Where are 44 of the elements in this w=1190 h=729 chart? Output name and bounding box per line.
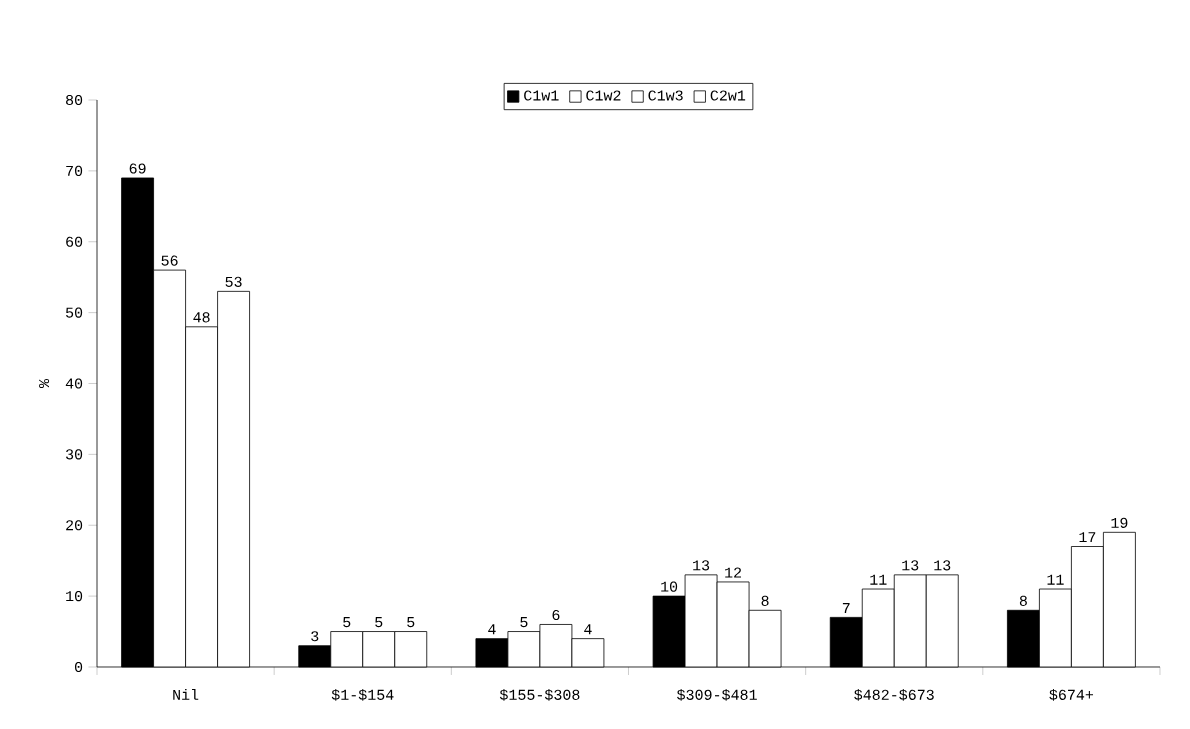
data-label: 7 — [842, 603, 850, 613]
y-axis-title: % — [39, 378, 50, 388]
data-label: 3 — [311, 631, 319, 642]
x-tick-label: $309-$481 — [677, 688, 757, 701]
data-label: 69 — [129, 163, 146, 174]
y-tick-label: 0 — [74, 661, 83, 673]
y-tick-label: 30 — [66, 449, 83, 460]
data-label: 19 — [1111, 517, 1128, 528]
data-label: 13 — [693, 560, 710, 571]
y-tick-label: 50 — [66, 307, 83, 318]
x-tick-label: $674+ — [1049, 688, 1094, 701]
data-label: 5 — [520, 617, 528, 628]
y-tick-label: 70 — [66, 165, 83, 176]
data-label: 12 — [725, 567, 742, 578]
y-tick-label: 80 — [66, 94, 83, 106]
data-label: 4 — [488, 624, 496, 635]
data-label: 11 — [1047, 574, 1064, 585]
data-label: 8 — [761, 595, 769, 606]
legend-label: C1w2 — [586, 90, 621, 101]
data-label: 48 — [193, 312, 210, 323]
data-label: 53 — [225, 276, 242, 287]
data-label: 13 — [934, 560, 951, 571]
y-tick-label: 40 — [65, 378, 83, 389]
data-label: 6 — [552, 609, 560, 621]
x-tick-label: $482-$673 — [854, 688, 934, 701]
x-tick-label: $1-$154 — [331, 688, 394, 701]
data-label: 5 — [343, 617, 351, 628]
data-label: 13 — [902, 560, 919, 571]
data-label: 4 — [584, 624, 592, 635]
y-tick-label: 10 — [66, 591, 83, 602]
data-label: 10 — [661, 581, 678, 592]
data-label: 5 — [407, 617, 415, 628]
legend-label: C1w1 — [524, 90, 559, 101]
data-label: 17 — [1079, 532, 1096, 543]
y-tick-label: 20 — [66, 520, 83, 531]
x-tick-label: $155-$308 — [499, 688, 580, 701]
legend-label: C2w1 — [710, 90, 746, 101]
y-tick-label: 60 — [66, 236, 83, 247]
data-label: 11 — [870, 574, 887, 585]
data-label: 5 — [375, 617, 383, 628]
legend-label: C1w3 — [648, 90, 683, 101]
data-label: 56 — [161, 255, 178, 266]
x-tick-label: Nil — [173, 688, 199, 700]
data-label: 8 — [1019, 595, 1027, 606]
